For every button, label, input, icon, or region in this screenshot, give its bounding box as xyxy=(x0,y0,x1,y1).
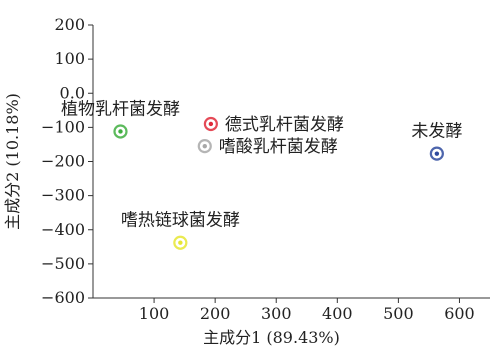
data-point-label: 未发酵 xyxy=(411,122,462,142)
y-tick-label: −400 xyxy=(41,220,85,239)
axes: 200 100 0.0 −100 −200 −300 −400 −500 −600 100 200 3… xyxy=(41,15,490,323)
y-tick-label: −500 xyxy=(41,254,85,273)
y-tick-label: −600 xyxy=(41,288,85,307)
data-point-label: 嗜热链球菌发酵 xyxy=(121,211,240,231)
data-point-core xyxy=(434,151,440,156)
data-point-ring xyxy=(197,139,212,154)
x-tick-label: 600 xyxy=(444,304,475,323)
data-point xyxy=(113,124,128,139)
x-tick-label: 100 xyxy=(139,304,170,323)
data-point-ring xyxy=(203,116,218,132)
data-point-label: 德式乳杆菌发酵 xyxy=(225,115,344,135)
data-point-core xyxy=(178,240,183,245)
x-axis-title: 主成分1 (89.43%) xyxy=(203,328,340,347)
data-point-ring xyxy=(173,235,188,250)
y-tick-label: 0.0 xyxy=(60,83,85,102)
x-tick-label: 400 xyxy=(322,304,353,323)
y-tick-label: −300 xyxy=(41,186,85,205)
data-points xyxy=(113,116,444,250)
data-point xyxy=(429,146,444,161)
data-point-ring xyxy=(113,124,128,139)
data-point-core xyxy=(202,143,207,149)
data-point xyxy=(203,116,218,132)
x-tick-label: 300 xyxy=(261,304,292,323)
data-point-label: 植物乳杆菌发酵 xyxy=(61,99,180,119)
y-tick-label: 200 xyxy=(54,15,85,34)
data-point-core xyxy=(118,129,123,134)
x-tick-label: 200 xyxy=(200,304,231,323)
y-axis-title: 主成分2 (10.18%) xyxy=(3,93,22,230)
data-point-ring xyxy=(429,146,444,161)
data-point-core xyxy=(208,121,214,127)
data-point xyxy=(197,139,212,154)
y-tick-label: 100 xyxy=(54,49,85,68)
x-tick-label: 500 xyxy=(383,304,414,323)
data-point-label: 嗜酸乳杆菌发酵 xyxy=(219,137,338,157)
y-tick-label: −200 xyxy=(41,152,85,171)
y-tick-label: −100 xyxy=(41,117,85,136)
data-point xyxy=(173,235,188,250)
